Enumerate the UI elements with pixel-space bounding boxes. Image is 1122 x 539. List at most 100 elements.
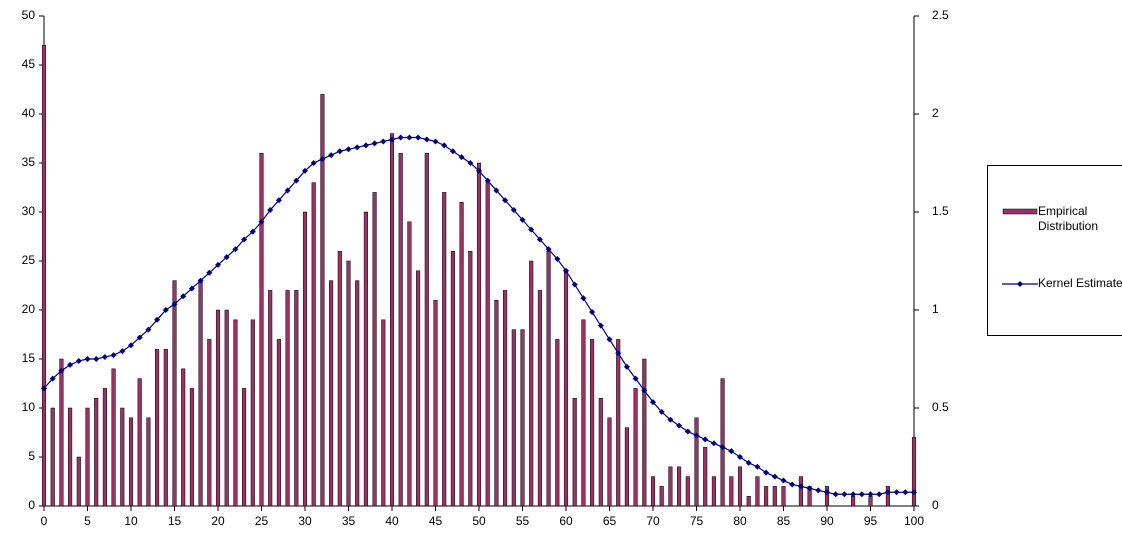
bar: [598, 397, 603, 507]
bar: [242, 388, 247, 507]
x-tick-label: 90: [820, 514, 834, 528]
line-marker: [824, 489, 830, 496]
bar: [764, 486, 769, 507]
line-marker: [362, 142, 369, 149]
bar: [68, 407, 73, 507]
line-marker: [267, 207, 274, 214]
bar: [198, 280, 203, 507]
line-marker: [641, 387, 648, 394]
y-tick-label: 0: [28, 498, 35, 512]
line-marker: [93, 356, 100, 362]
bar: [546, 250, 551, 507]
y-tick-label: 20: [22, 302, 36, 316]
line-marker: [423, 136, 430, 143]
x-tick-label: 85: [777, 514, 791, 528]
x-tick-label: 55: [516, 514, 530, 528]
legend-label: Empirical Distribution: [1038, 204, 1099, 233]
bar: [529, 260, 534, 507]
line-marker: [545, 246, 552, 253]
line-marker: [128, 342, 134, 349]
bar: [85, 407, 90, 507]
bar: [468, 250, 473, 507]
line-marker: [632, 375, 639, 382]
y2-tick-label: 2.5: [932, 8, 949, 22]
bar: [268, 290, 273, 507]
bar: [259, 152, 264, 507]
x-tick-label: 100: [904, 514, 924, 528]
line-marker: [232, 246, 239, 253]
bar: [885, 486, 890, 507]
line-marker: [623, 363, 630, 370]
line-marker: [728, 448, 735, 455]
line-marker: [667, 416, 674, 423]
line-marker: [797, 483, 804, 490]
line-marker: [162, 307, 169, 313]
line-marker: [319, 156, 326, 163]
x-tick-label: 70: [646, 514, 660, 528]
line-marker: [336, 148, 343, 155]
bar: [729, 476, 734, 507]
bar: [337, 250, 342, 507]
line-marker: [449, 148, 456, 155]
line-marker: [328, 152, 335, 159]
x-tick-label: 50: [472, 514, 486, 528]
bar: [250, 319, 255, 507]
bar: [111, 368, 116, 507]
y-tick-label: 30: [22, 204, 36, 218]
line-marker: [510, 207, 517, 214]
legend-key: [1002, 281, 1038, 287]
line-marker: [284, 187, 291, 194]
line-marker: [110, 352, 117, 359]
bar: [59, 358, 64, 507]
bar: [677, 466, 682, 507]
y2-tick-label: 2: [932, 106, 939, 120]
legend-key: [1002, 208, 1038, 215]
line-marker: [119, 348, 126, 355]
line-marker: [676, 422, 683, 429]
bar: [711, 476, 716, 507]
line-marker: [154, 316, 161, 323]
x-tick-label: 5: [84, 514, 91, 528]
line-marker: [458, 154, 465, 161]
bar: [302, 211, 308, 507]
bar: [476, 162, 482, 507]
bar: [207, 339, 212, 507]
line-marker: [771, 473, 778, 480]
y-tick-label: 10: [22, 400, 36, 414]
bar: [363, 211, 368, 507]
line-marker: [754, 463, 761, 470]
line-marker: [745, 459, 752, 466]
line-marker: [215, 261, 221, 268]
line-marker: [441, 142, 448, 149]
y2-tick-label: 1.5: [932, 204, 949, 218]
line-marker: [415, 134, 422, 141]
line-marker: [354, 144, 361, 151]
line-marker: [188, 285, 195, 292]
x-tick-label: 20: [211, 514, 225, 528]
bar: [233, 319, 238, 507]
line-marker: [902, 489, 909, 496]
bar: [224, 309, 229, 507]
x-tick-label: 0: [41, 514, 48, 528]
line-marker: [719, 444, 726, 451]
bar: [851, 495, 856, 507]
bar: [389, 133, 395, 507]
y2-tick-label: 0: [932, 498, 939, 512]
bar: [746, 495, 751, 507]
line-marker: [911, 489, 917, 496]
bar: [537, 290, 542, 507]
bar: [572, 397, 577, 507]
bar: [120, 407, 125, 507]
bar: [172, 280, 177, 507]
line-marker: [371, 140, 378, 147]
bar: [590, 339, 595, 507]
bar: [581, 319, 586, 507]
line-marker: [493, 187, 500, 194]
line-marker: [597, 322, 604, 329]
line-marker: [571, 281, 578, 288]
line-marker: [223, 254, 230, 261]
line-marker: [876, 491, 883, 498]
bar: [798, 476, 803, 507]
line-marker: [258, 218, 265, 225]
